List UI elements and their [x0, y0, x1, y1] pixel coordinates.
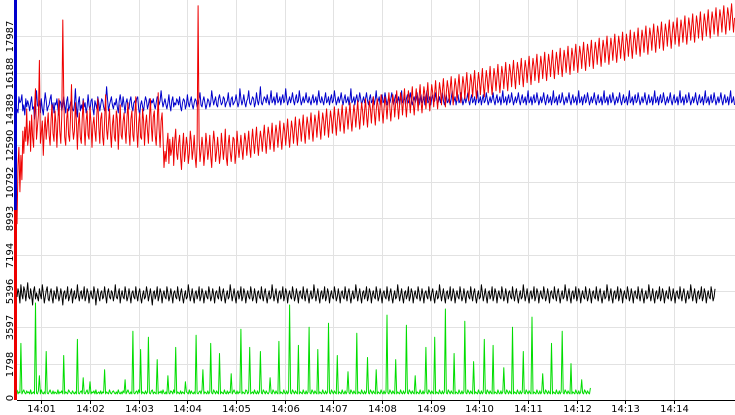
- x-tick-label: 14:01: [27, 404, 56, 415]
- series-line-1: [16, 86, 735, 120]
- y-tick-label: 14389: [5, 94, 16, 126]
- x-tick-label: 14:06: [271, 404, 300, 415]
- x-tick-label: 14:14: [660, 404, 689, 415]
- series-line-2: [16, 3, 735, 225]
- x-tick-label: 14:04: [173, 404, 202, 415]
- x-tick-label: 14:05: [222, 404, 251, 415]
- y-tick-label: 10792: [5, 167, 16, 199]
- x-tick-label: 14:11: [514, 404, 543, 415]
- series-line-3: [16, 282, 716, 306]
- y-tick-label: 5396: [5, 279, 16, 304]
- y-tick-labels: 0 1798 3597 5396 7194 8993 10792 12590 14389 1618…: [5, 21, 16, 402]
- x-tick-label: 14:09: [417, 404, 446, 415]
- y-tick-label: 7194: [5, 243, 16, 268]
- x-tick-label: 14:10: [465, 404, 494, 415]
- y-axis-bar-red: [14, 210, 17, 400]
- y-tick-label: 12590: [5, 130, 16, 162]
- series-line-4: [16, 302, 591, 395]
- x-tick-label: 14:08: [368, 404, 397, 415]
- x-tick-label: 14:02: [76, 404, 105, 415]
- series-layer: [16, 3, 735, 395]
- x-tick-labels: 14:01 14:02 14:03 14:04 14:05 14:06 14:07 14:08…: [27, 404, 689, 415]
- y-tick-label: 3597: [5, 315, 16, 340]
- x-gridlines: [41, 0, 675, 404]
- x-tick-label: 14:12: [563, 404, 592, 415]
- y-tick-label: 0: [5, 395, 16, 401]
- x-tick-label: 14:07: [319, 404, 348, 415]
- y-tick-label: 17987: [5, 21, 16, 53]
- x-tick-label: 14:13: [611, 404, 640, 415]
- y-tick-label: 1798: [5, 352, 16, 377]
- x-tick-label: 14:03: [125, 404, 154, 415]
- y-tick-label: 8993: [5, 206, 16, 231]
- y-axis-bar-blue: [14, 0, 17, 400]
- y-tick-label: 16188: [5, 58, 16, 90]
